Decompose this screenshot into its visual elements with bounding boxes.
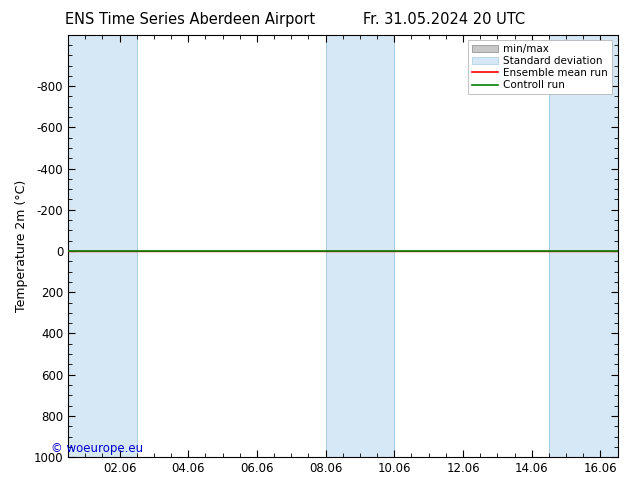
Bar <box>549 35 618 457</box>
Y-axis label: Temperature 2m (°C): Temperature 2m (°C) <box>15 180 28 312</box>
Text: ENS Time Series Aberdeen Airport: ENS Time Series Aberdeen Airport <box>65 12 315 27</box>
Text: Fr. 31.05.2024 20 UTC: Fr. 31.05.2024 20 UTC <box>363 12 525 27</box>
Text: © woeurope.eu: © woeurope.eu <box>51 442 143 455</box>
Bar <box>326 35 394 457</box>
Legend: min/max, Standard deviation, Ensemble mean run, Controll run: min/max, Standard deviation, Ensemble me… <box>468 40 612 95</box>
Bar <box>68 35 137 457</box>
